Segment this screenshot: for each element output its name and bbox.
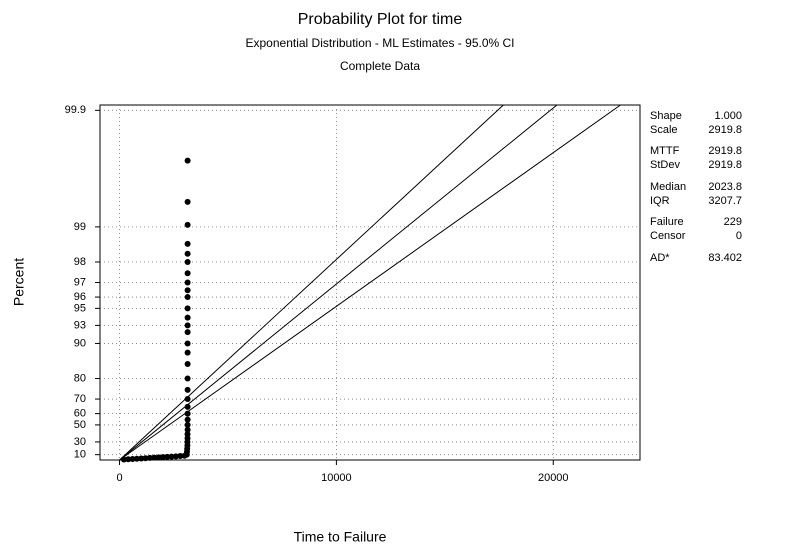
y-tick-label: 30 [74, 436, 86, 448]
y-tick-label: 99.9 [65, 104, 86, 116]
chart-note: Complete Data [340, 59, 420, 73]
data-point [184, 329, 191, 336]
stat-label: AD* [650, 252, 670, 264]
y-tick-label: 80 [74, 372, 86, 384]
data-point [184, 322, 191, 329]
stat-value: 2919.8 [708, 124, 742, 136]
y-tick-label: 95 [74, 302, 86, 314]
y-tick-label: 70 [74, 393, 86, 405]
x-axis-label: Time to Failure [294, 529, 387, 545]
data-point [184, 340, 191, 347]
data-point [184, 431, 191, 438]
y-tick-label: 93 [74, 319, 86, 331]
data-point [184, 258, 191, 265]
stat-value: 83.402 [708, 252, 742, 264]
data-point [151, 454, 158, 461]
stat-value: 2919.8 [708, 145, 742, 157]
data-point [184, 416, 191, 423]
stat-label: Median [650, 181, 686, 193]
stat-label: Failure [650, 216, 684, 228]
data-point [164, 453, 171, 460]
y-tick-label: 99 [74, 221, 86, 233]
data-point [184, 386, 191, 393]
data-point [184, 403, 191, 410]
stat-value: 1.000 [714, 110, 742, 122]
stat-value: 229 [724, 216, 742, 228]
data-point [146, 454, 153, 461]
data-point [184, 410, 191, 417]
data-point [184, 240, 191, 247]
fit-line [119, 104, 558, 461]
data-point [184, 305, 191, 312]
data-point [120, 456, 127, 463]
data-point [184, 396, 191, 403]
y-tick-label: 97 [74, 276, 86, 288]
chart-title: Probability Plot for time [298, 11, 463, 28]
fit-line [119, 104, 621, 461]
x-tick-label: 10000 [321, 472, 352, 484]
stat-value: 3207.7 [708, 195, 742, 207]
data-point [184, 421, 191, 428]
stat-label: IQR [650, 195, 670, 207]
data-point [172, 453, 179, 460]
data-point [129, 455, 136, 462]
y-tick-label: 50 [74, 419, 86, 431]
fit-line [119, 104, 504, 461]
data-point [168, 453, 175, 460]
stat-label: Censor [650, 230, 686, 242]
chart-subtitle: Exponential Distribution - ML Estimates … [246, 36, 515, 50]
y-tick-label: 98 [74, 256, 86, 268]
data-point [184, 250, 191, 257]
data-point [184, 349, 191, 356]
data-point [184, 314, 191, 321]
data-point [133, 455, 140, 462]
data-point [184, 270, 191, 277]
data-point [184, 426, 191, 433]
data-point [184, 375, 191, 382]
data-point [177, 453, 184, 460]
stat-value: 2919.8 [708, 159, 742, 171]
x-tick-label: 0 [116, 472, 122, 484]
data-point [184, 360, 191, 367]
data-point [142, 455, 149, 462]
y-tick-label: 96 [74, 291, 86, 303]
data-point [184, 221, 191, 228]
data-point [125, 456, 132, 463]
data-point [184, 198, 191, 205]
data-point [155, 454, 162, 461]
data-point [184, 279, 191, 286]
y-tick-label: 10 [74, 449, 86, 461]
data-point [159, 454, 166, 461]
data-point [184, 157, 191, 164]
y-tick-label: 60 [74, 408, 86, 420]
stat-value: 0 [736, 230, 742, 242]
data-point [184, 294, 191, 301]
data-point [184, 287, 191, 294]
y-axis-label: Percent [11, 258, 27, 306]
stat-label: Shape [650, 110, 682, 122]
stat-label: StDev [650, 159, 680, 171]
stat-value: 2023.8 [708, 181, 742, 193]
stat-label: MTTF [650, 145, 680, 157]
stat-label: Scale [650, 124, 678, 136]
data-point [138, 455, 145, 462]
y-tick-label: 90 [74, 337, 86, 349]
x-tick-label: 20000 [538, 472, 569, 484]
